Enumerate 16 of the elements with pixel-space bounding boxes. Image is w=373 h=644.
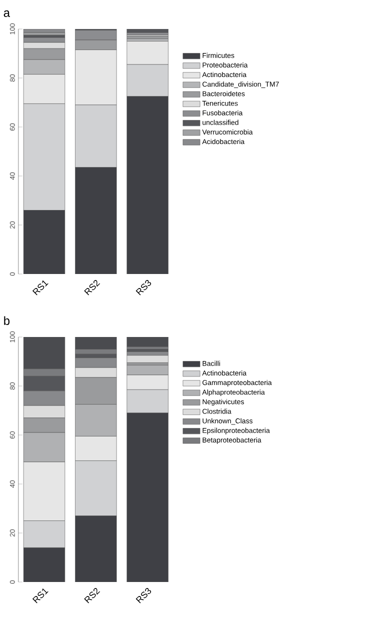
x-tick-label: RS1 bbox=[32, 588, 48, 604]
x-tick-label: RS1 bbox=[32, 280, 48, 296]
chart-title: a bbox=[4, 10, 10, 17]
chart-title: b bbox=[4, 316, 10, 326]
bar bbox=[126, 36, 168, 39]
bar bbox=[126, 355, 168, 363]
x-tick-label: RS2 bbox=[84, 588, 100, 604]
bar bbox=[23, 28, 65, 33]
bar bbox=[126, 349, 168, 352]
bar bbox=[126, 336, 168, 347]
bar bbox=[126, 28, 168, 33]
bar bbox=[75, 167, 116, 274]
bar bbox=[126, 96, 168, 274]
bar bbox=[23, 32, 65, 36]
bar bbox=[23, 210, 65, 274]
x-tick-label: RS2 bbox=[84, 280, 100, 296]
